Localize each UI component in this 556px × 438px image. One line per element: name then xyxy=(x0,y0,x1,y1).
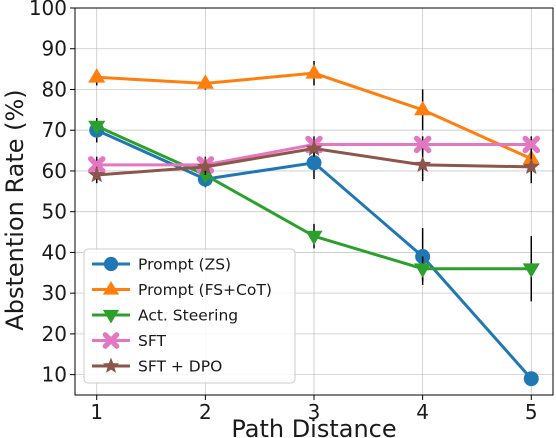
triangle-down-marker xyxy=(522,263,540,278)
y-tick-label: 10 xyxy=(42,363,67,387)
legend-item: Prompt (ZS) xyxy=(92,256,231,274)
x-tick-label: 4 xyxy=(416,400,429,424)
legend: Prompt (ZS) Prompt (FS+CoT) Act. Steering S… xyxy=(83,248,296,384)
triangle-up-marker xyxy=(305,64,323,79)
plot-frame xyxy=(74,7,554,396)
circle-marker xyxy=(103,256,119,272)
series-5 xyxy=(88,139,540,184)
y-tick-label: 40 xyxy=(42,240,67,264)
legend-label: Act. Steering xyxy=(138,307,238,325)
triangle-down-marker xyxy=(414,263,432,278)
y-tick-label: 30 xyxy=(42,281,67,305)
legend-label: SFT + DPO xyxy=(138,358,222,376)
x-cross-marker xyxy=(413,135,432,154)
circle-marker xyxy=(306,155,322,171)
star-marker xyxy=(414,155,432,173)
triangle-down-marker xyxy=(305,230,323,246)
star-marker xyxy=(102,357,120,373)
triangle-up-marker xyxy=(88,68,106,83)
legend-item: SFT xyxy=(92,332,166,350)
star-marker xyxy=(196,157,214,175)
triangle-up-marker xyxy=(196,74,214,89)
y-tick-label: 20 xyxy=(42,322,67,346)
x-cross-marker xyxy=(102,332,120,349)
x-axis-label: Path Distance xyxy=(231,415,396,438)
legend-label: SFT xyxy=(138,332,166,350)
circle-marker xyxy=(523,371,539,387)
legend-label: Prompt (FS+CoT) xyxy=(138,281,272,299)
x-tick-label: 2 xyxy=(199,400,212,424)
triangle-up-marker xyxy=(414,100,432,116)
legend-item: Prompt (FS+CoT) xyxy=(92,280,272,299)
star-marker xyxy=(305,139,323,156)
triangle-up-marker xyxy=(102,280,120,295)
x-tick-label: 1 xyxy=(90,400,103,424)
y-axis-label: Abstention Rate (%) xyxy=(1,89,29,330)
legend-box xyxy=(83,248,296,384)
y-tick-label: 80 xyxy=(42,77,67,101)
star-marker xyxy=(88,166,106,183)
y-tick-label: 70 xyxy=(42,118,67,142)
legend-item: Act. Steering xyxy=(92,307,238,325)
y-tick-label: 90 xyxy=(42,37,67,61)
y-tick-label: 60 xyxy=(42,159,67,183)
x-tick-label: 3 xyxy=(308,400,321,424)
x-axis-ticks: 1 2 3 4 5 xyxy=(90,395,538,424)
y-tick-label: 50 xyxy=(42,200,67,224)
y-axis-ticks: 10 20 30 40 50 60 70 80 90 100 xyxy=(29,0,75,387)
x-cross-marker xyxy=(87,156,106,174)
series-2 xyxy=(88,60,540,171)
star-marker xyxy=(522,157,540,175)
triangle-down-marker xyxy=(102,309,120,324)
x-tick-label: 5 xyxy=(525,400,538,424)
x-cross-marker xyxy=(522,135,541,154)
series-layer xyxy=(87,60,541,387)
legend-item: SFT + DPO xyxy=(92,357,222,376)
y-tick-label: 100 xyxy=(29,0,67,20)
triangle-down-marker xyxy=(88,120,106,136)
legend-label: Prompt (ZS) xyxy=(138,256,231,274)
